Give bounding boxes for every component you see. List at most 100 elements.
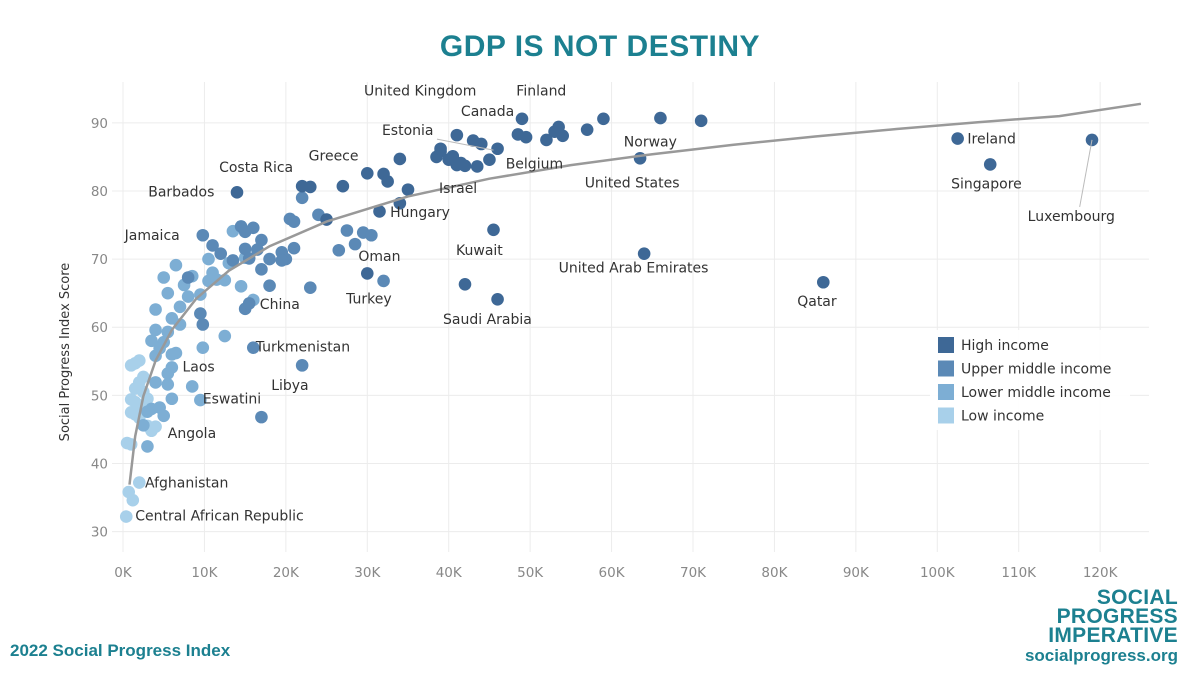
y-tick-label: 30 [91, 525, 108, 541]
label-finland: Finland [516, 84, 566, 100]
y-tick-label: 40 [91, 456, 108, 472]
x-tick-label: 90K [843, 565, 870, 581]
logo-line-2: PROGRESS [1056, 605, 1178, 628]
point-high-income [487, 223, 500, 237]
point-high-income [597, 112, 610, 126]
point-lower-middle-income [218, 329, 232, 343]
point-low-income [132, 354, 146, 367]
point-lower-middle-income [234, 280, 248, 293]
x-tick-label: 10K [191, 565, 218, 581]
point-upper-middle-income [303, 281, 317, 295]
point-high-income [637, 247, 651, 260]
x-tick-label: 30K [354, 565, 381, 581]
point-lower-middle-income [157, 409, 171, 423]
point-low-income [119, 510, 133, 523]
point-lower-middle-income [196, 341, 210, 354]
label-barbados: Barbados [148, 184, 214, 200]
point-high-income [951, 132, 964, 145]
point-high-income [491, 142, 504, 156]
point-upper-middle-income [246, 341, 260, 354]
x-tick-label: 80K [761, 565, 788, 581]
point-high-income [303, 180, 317, 194]
point-high-income [393, 152, 407, 166]
legend-entry: Upper middle income [961, 362, 1111, 378]
y-tick-label: 90 [91, 116, 108, 132]
label-singapore: Singapore [951, 176, 1022, 192]
label-estonia: Estonia [382, 123, 434, 139]
label-afghanistan: Afghanistan [145, 475, 228, 491]
point-high-income [446, 149, 460, 163]
point-upper-middle-income [255, 263, 268, 276]
legend-swatch [938, 337, 954, 353]
label-canada: Canada [461, 104, 514, 120]
point-upper-middle-income [255, 233, 268, 247]
x-tick-label: 110K [1001, 565, 1037, 581]
point-high-income [373, 205, 386, 218]
point-upper-middle-income [295, 359, 309, 372]
gridlines [112, 82, 1149, 552]
label-saudi-arabia: Saudi Arabia [443, 312, 532, 328]
legend-entry: Low income [961, 409, 1044, 425]
org-url[interactable]: socialprogress.org [1024, 646, 1178, 665]
point-upper-middle-income [340, 224, 354, 237]
legend-swatch [938, 384, 954, 400]
legend-swatch [938, 360, 954, 377]
point-lower-middle-income [145, 334, 158, 348]
point-high-income [458, 278, 472, 291]
point-high-income [360, 166, 374, 180]
y-tick-label: 80 [91, 184, 108, 200]
y-tick-label: 60 [91, 320, 108, 336]
label-turkey: Turkey [345, 291, 392, 307]
label-qatar: Qatar [797, 294, 837, 310]
label-greece: Greece [309, 148, 359, 164]
label-leader-lines [436, 138, 1093, 208]
point-high-income [633, 151, 647, 165]
point-lower-middle-income [161, 325, 175, 339]
x-tick-label: 20K [273, 565, 300, 581]
label-angola: Angola [168, 426, 216, 442]
label-costa-rica: Costa Rica [219, 160, 293, 176]
label-laos: Laos [182, 359, 214, 375]
point-upper-middle-income [246, 221, 260, 235]
point-lower-middle-income [173, 300, 187, 314]
leader-luxembourg [1079, 139, 1093, 208]
point-upper-middle-income [275, 254, 289, 267]
point-lower-middle-income [173, 318, 187, 331]
point-high-income [491, 292, 504, 306]
label-libya: Libya [271, 378, 308, 394]
point-lower-middle-income [149, 303, 162, 316]
point-upper-middle-income [365, 228, 378, 242]
label-oman: Oman [358, 249, 400, 265]
point-upper-middle-income [214, 247, 228, 260]
point-high-income [654, 111, 667, 125]
point-lower-middle-income [169, 258, 183, 272]
legend-swatch [938, 407, 954, 424]
point-high-income [519, 130, 533, 144]
point-upper-middle-income [196, 228, 210, 242]
point-upper-middle-income [332, 243, 346, 257]
x-tick-label: 40K [436, 565, 463, 581]
point-lower-middle-income [149, 376, 162, 389]
point-lower-middle-income [137, 419, 150, 432]
point-lower-middle-income [161, 286, 175, 300]
point-upper-middle-income [255, 410, 268, 424]
point-upper-middle-income [181, 271, 195, 284]
label-norway: Norway [624, 135, 677, 151]
point-lower-middle-income [202, 252, 215, 266]
y-tick-label: 50 [91, 388, 108, 404]
point-high-income [540, 133, 553, 147]
point-high-income [694, 114, 708, 128]
point-lower-middle-income [194, 393, 207, 407]
point-high-income [515, 112, 529, 126]
point-upper-middle-income [242, 297, 256, 310]
leader-estonia [436, 138, 494, 151]
label-eswatini: Eswatini [203, 392, 261, 408]
point-lower-middle-income [165, 348, 179, 361]
point-high-income [556, 129, 570, 143]
source-label: 2022 Social Progress Index [10, 641, 231, 660]
point-low-income [126, 493, 140, 507]
point-high-income [381, 175, 394, 188]
label-belgium: Belgium [506, 157, 563, 173]
point-upper-middle-income [196, 318, 210, 331]
